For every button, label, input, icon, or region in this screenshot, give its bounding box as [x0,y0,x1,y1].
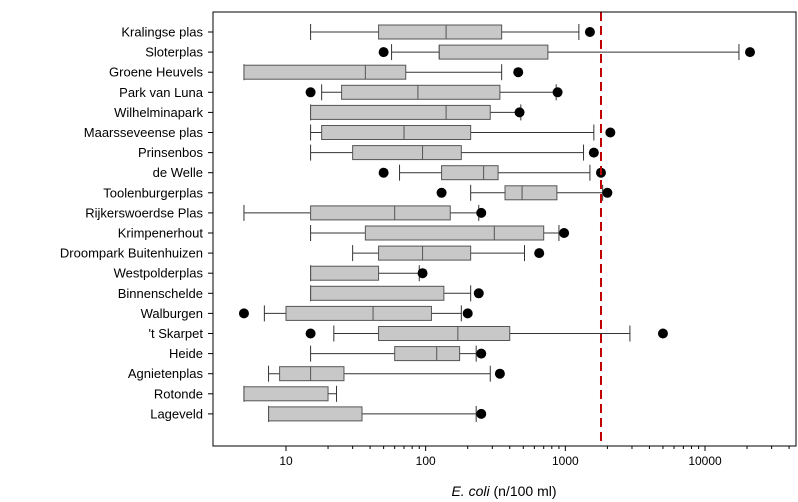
box [243,64,407,80]
outlier-point [378,167,389,178]
box [285,305,432,321]
outlier-point [378,47,389,58]
category-label: Walburgen [141,306,203,321]
category-label: Rijkerswoerdse Plas [85,205,203,220]
category-label: Agnietenplas [128,366,204,381]
box [310,265,380,281]
box [378,24,503,40]
x-axis-label: E. coli (n/100 ml) [451,483,556,499]
outlier-point [238,308,249,319]
outlier-point [588,147,599,158]
box [394,346,461,362]
outlier-point [514,107,525,118]
outlier-point [476,408,487,419]
box [364,225,545,241]
box [504,185,558,201]
outlier-point [602,187,613,198]
outlier-point [436,187,447,198]
category-label: Groene Heuvels [109,65,203,80]
box [243,386,329,402]
outlier-point [552,87,563,98]
box [378,326,511,341]
category-label: Lageveld [150,406,203,421]
category-label: Binnenschelde [118,286,203,301]
outlier-point [534,248,545,259]
box [310,205,451,221]
box [352,145,462,161]
outlier-point [494,368,505,379]
outlier-point [513,67,524,78]
outlier-point [559,228,570,238]
outlier-point [473,288,484,299]
outlier-point [476,207,487,218]
x-tick-label: 100 [416,454,436,468]
outlier-point [657,328,668,339]
outlier-point [305,328,316,339]
box [441,165,499,181]
category-label: Rotonde [154,386,203,401]
box [438,44,549,60]
category-label: Prinsenbos [138,145,204,160]
outlier-point [745,47,756,58]
outlier-point [417,268,428,279]
outlier-point [476,348,487,359]
category-label: Sloterplas [145,45,203,60]
category-label: 't Skarpet [148,326,203,341]
plot-frame [212,11,797,447]
box [268,406,363,422]
category-label: Maarsseveense plas [84,125,204,140]
outlier-point [584,27,595,37]
category-label: Droompark Buitenhuizen [60,246,203,261]
box [310,104,491,120]
outlier-point [462,308,473,319]
box [378,245,472,261]
category-label: Park van Luna [119,85,204,100]
category-label: Heide [169,346,203,361]
outlier-point [605,127,616,138]
category-label: Westpolderplas [114,266,204,281]
category-label: Wilhelminapark [114,105,203,120]
x-tick-label: 1000 [552,454,579,468]
box [279,366,345,382]
category-label: de Welle [153,165,203,180]
x-tick-label: 10000 [688,454,722,468]
x-tick-label: 10 [279,454,293,468]
category-label: Kralingse plas [121,25,203,40]
outlier-point [305,87,316,98]
box [321,125,472,140]
category-label: Toolenburgerplas [103,185,203,200]
box [310,285,445,301]
box [341,84,501,100]
category-label: Krimpenerhout [118,226,204,241]
